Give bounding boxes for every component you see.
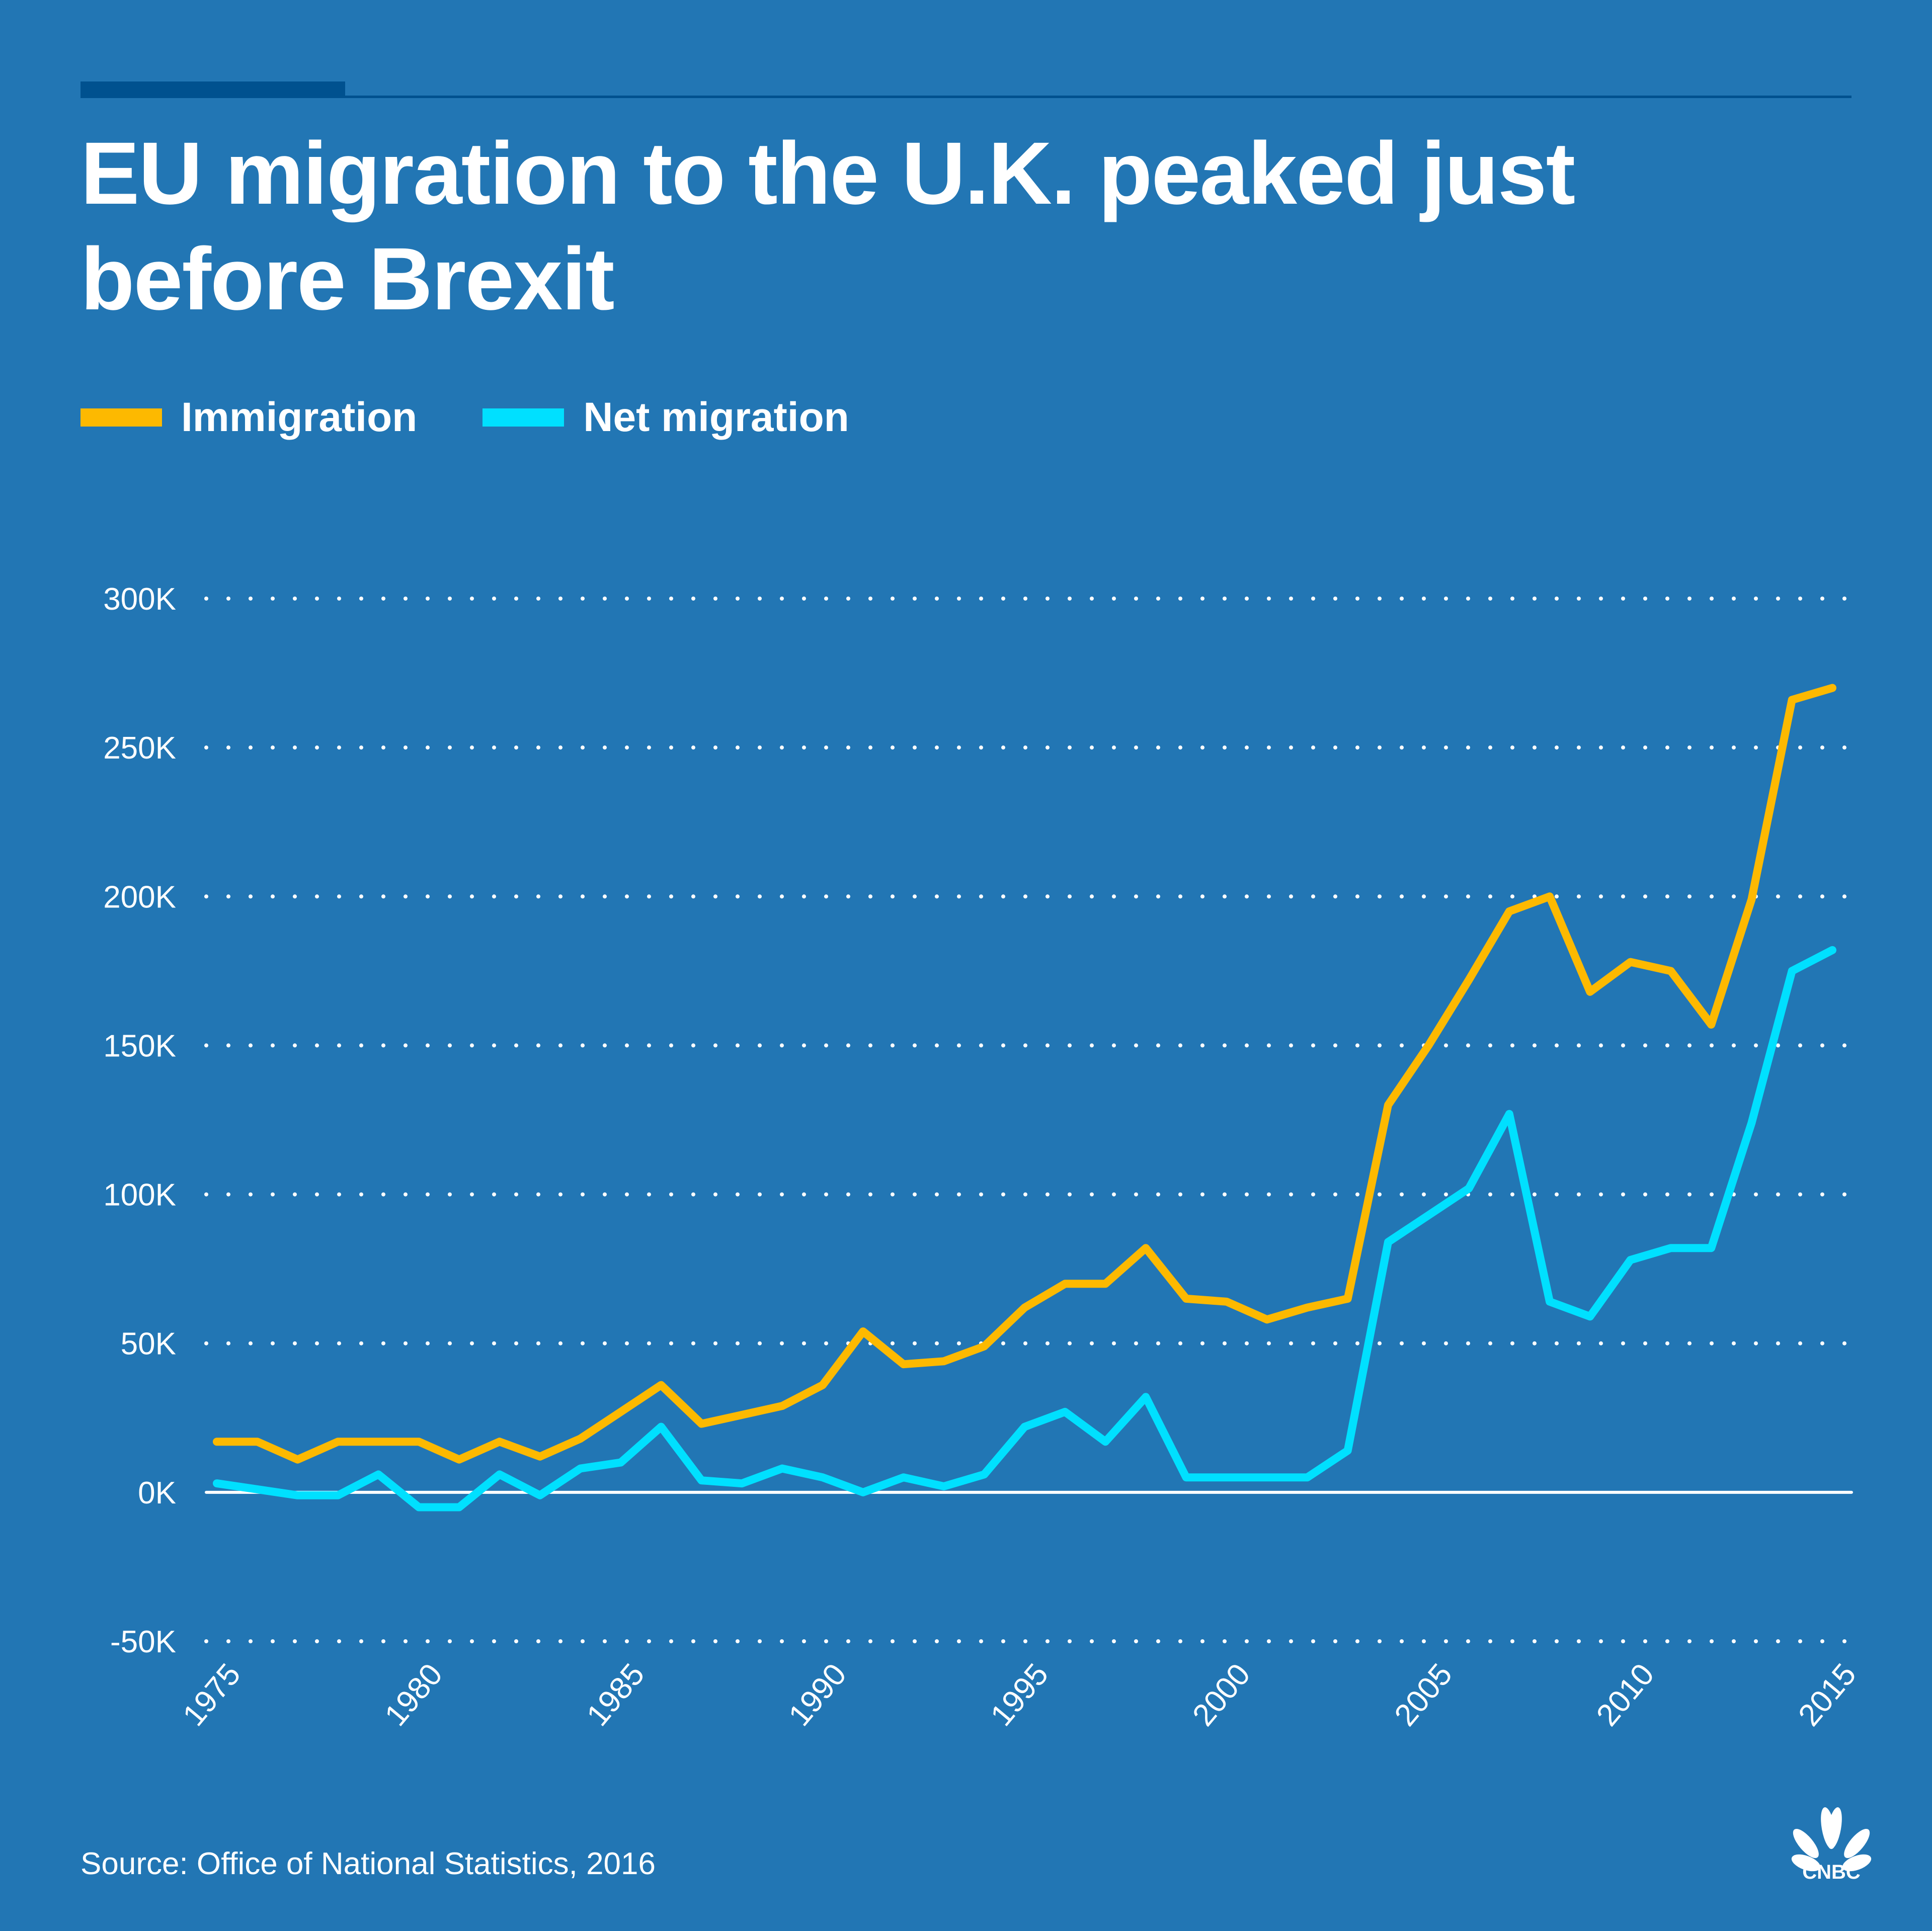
y-tick-label: 250K	[103, 731, 176, 766]
header-rule	[80, 96, 1852, 98]
legend-label-immigration: Immigration	[181, 394, 418, 440]
x-tick-label: 2005	[1388, 1657, 1459, 1733]
legend-swatch-net-migration	[482, 408, 565, 427]
source-note: Source: Office of National Statistics, 2…	[80, 1846, 656, 1881]
y-tick-label: 200K	[103, 880, 176, 914]
legend-swatch-immigration	[80, 408, 162, 427]
legend-label-net-migration: Net migration	[583, 394, 849, 440]
y-tick-label: 50K	[121, 1327, 176, 1362]
y-tick-label: 300K	[103, 582, 176, 617]
series-line-net-migration	[213, 946, 1836, 1512]
y-tick-label: 0K	[138, 1476, 176, 1510]
cnbc-logo-text: CNBC	[1802, 1861, 1861, 1881]
chart-title: EU migration to the U.K. peaked just bef…	[80, 124, 1575, 328]
x-tick-label: 1985	[580, 1657, 652, 1733]
peacock-icon: CNBC	[1791, 1807, 1872, 1883]
legend-item-immigration: Immigration	[80, 394, 417, 441]
x-tick-label: 1995	[984, 1657, 1056, 1733]
x-tick-label: 1990	[782, 1657, 853, 1733]
legend: Immigration Net migration	[80, 392, 915, 443]
x-axis-labels: 1975 1980 1985 1990 1995 2000 2005 2010 2015	[176, 1657, 1863, 1733]
x-tick-label: 1980	[378, 1657, 450, 1733]
y-tick-label: 100K	[103, 1178, 176, 1213]
x-tick-label: 2015	[1792, 1657, 1863, 1733]
y-tick-label: -50K	[110, 1625, 176, 1659]
header-accent-tab	[80, 81, 345, 98]
x-tick-label: 1975	[176, 1657, 248, 1733]
legend-item-net-migration: Net migration	[482, 394, 849, 441]
y-tick-label: 150K	[103, 1029, 176, 1063]
cnbc-logo: CNBC	[1784, 1801, 1879, 1883]
gridlines	[204, 597, 1854, 1643]
series-lines	[213, 684, 1836, 1512]
x-tick-label: 2000	[1186, 1657, 1257, 1733]
y-axis-labels: 300K 250K 200K 150K 100K 50K 0K -50K	[103, 582, 176, 1659]
x-tick-label: 2010	[1590, 1657, 1661, 1733]
